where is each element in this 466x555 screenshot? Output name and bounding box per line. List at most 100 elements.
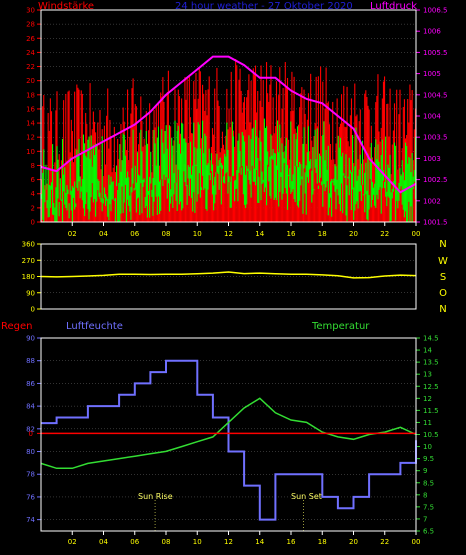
wind-gust-bar bbox=[326, 103, 328, 222]
wind-gust-bar bbox=[41, 179, 43, 222]
wind-gust-bar bbox=[104, 164, 107, 222]
temperature-tick-label: 12.5 bbox=[423, 383, 439, 391]
wind-speed-bar bbox=[117, 190, 119, 222]
wind-gust-bar bbox=[186, 77, 188, 222]
wind-gust-bar bbox=[130, 113, 132, 222]
wind-speed-bar bbox=[273, 152, 275, 200]
wind-gust-bar bbox=[53, 169, 55, 222]
wind-speed-bar bbox=[391, 188, 393, 199]
wind-speed-bar bbox=[230, 176, 232, 208]
wind-gust-bar bbox=[60, 160, 62, 222]
wind-gust-bar bbox=[361, 148, 364, 222]
direction-label-o: O bbox=[439, 288, 447, 299]
wind-speed-bar bbox=[295, 139, 297, 167]
humidity-line bbox=[41, 359, 417, 521]
wind-tick-label: 6 bbox=[31, 176, 36, 184]
wind-speed-bar bbox=[249, 170, 251, 185]
wind-gust-bar bbox=[262, 80, 264, 222]
wind-speed-bar bbox=[124, 155, 126, 185]
wind-speed-bar bbox=[85, 155, 87, 205]
temperature-tick-label: 7 bbox=[423, 515, 427, 523]
wind-tick-label: 8 bbox=[31, 162, 35, 170]
pressure-tick-label: 1005.5 bbox=[423, 49, 448, 57]
wind-speed-bar bbox=[359, 154, 361, 192]
wind-gust-bar bbox=[81, 93, 83, 222]
humidity-axis-title: Luftfeuchte bbox=[66, 321, 123, 332]
wind-speed-bar bbox=[90, 135, 92, 198]
direction-tick-label: 180 bbox=[22, 273, 35, 281]
wind-speed-bar bbox=[47, 167, 49, 218]
wind-gust-bar bbox=[216, 67, 218, 223]
wind-speed-bar bbox=[317, 185, 319, 189]
wind-gust-bar bbox=[167, 70, 169, 222]
wind-gust-bar bbox=[235, 59, 237, 222]
wind-speed-bar bbox=[50, 182, 53, 190]
wind-speed-bar bbox=[260, 141, 262, 201]
wind-speed-bar bbox=[57, 159, 59, 199]
wind-speed-bar bbox=[376, 159, 378, 195]
bottom-x-tick-label: 08 bbox=[162, 538, 171, 546]
wind-speed-bar bbox=[183, 138, 185, 172]
wind-gust-bar bbox=[403, 99, 405, 222]
wind-gust-bar bbox=[155, 105, 157, 222]
wind-speed-bar bbox=[243, 141, 246, 205]
wind-speed-bar bbox=[358, 169, 360, 192]
wind-gust-bar bbox=[384, 76, 386, 223]
wind-speed-bar bbox=[352, 135, 354, 190]
wind-gust-bar bbox=[229, 127, 231, 222]
temperature-line bbox=[40, 397, 417, 470]
wind-speed-bar bbox=[227, 150, 229, 194]
wind-speed-bar bbox=[356, 180, 358, 202]
wind-speed-bar bbox=[206, 165, 208, 211]
wind-speed-bar bbox=[307, 126, 310, 183]
wind-speed-bar bbox=[294, 166, 296, 203]
wind-gust-bar bbox=[134, 104, 136, 222]
wind-speed-bar bbox=[167, 178, 169, 184]
top-chart-title: 24 hour weather - 27 Oktober 2020 bbox=[175, 1, 353, 12]
wind-speed-bar bbox=[49, 185, 51, 208]
wind-speed-bar bbox=[353, 187, 355, 220]
wind-speed-bar bbox=[218, 160, 220, 190]
wind-speed-bar bbox=[291, 181, 293, 192]
wind-speed-bar bbox=[52, 144, 54, 215]
wind-gust-bar bbox=[366, 97, 368, 222]
wind-gust-bar bbox=[109, 119, 111, 222]
temperature-tick-label: 13.5 bbox=[423, 359, 439, 367]
wind-tick-label: 26 bbox=[26, 35, 35, 43]
wind-speed-bar bbox=[235, 179, 237, 190]
wind-gust-bar bbox=[107, 88, 109, 223]
wind-gust-bar bbox=[222, 144, 225, 222]
wind-speed-bar bbox=[114, 197, 116, 222]
wind-speed-bar bbox=[211, 164, 214, 195]
wind-speed-bar bbox=[120, 171, 122, 214]
wind-speed-bar bbox=[242, 135, 244, 195]
wind-gust-bar bbox=[333, 159, 335, 222]
wind-speed-bar bbox=[101, 136, 103, 212]
wind-speed-bar bbox=[262, 179, 264, 183]
wind-speed-bar bbox=[181, 122, 183, 211]
wind-gust-bar bbox=[113, 126, 115, 222]
temperature-tick-label: 9.5 bbox=[423, 455, 434, 463]
wind-gust-bar bbox=[365, 90, 367, 222]
pressure-tick-label: 1003.5 bbox=[423, 134, 448, 142]
wind-gust-bar bbox=[309, 151, 311, 222]
wind-speed-bar bbox=[284, 145, 286, 189]
wind-speed-bar bbox=[375, 139, 377, 208]
wind-speed-bar bbox=[154, 143, 156, 186]
bottom-x-tick-label: 18 bbox=[318, 538, 327, 546]
wind-speed-bar bbox=[150, 151, 152, 184]
top-x-tick-label: 00 bbox=[412, 230, 421, 238]
wind-gust-bar bbox=[247, 90, 249, 222]
wind-speed-bar bbox=[75, 203, 77, 207]
wind-gust-bar bbox=[65, 93, 67, 223]
wind-gust-bar bbox=[315, 76, 317, 222]
wind-gust-bar bbox=[269, 84, 271, 222]
temperature-tick-label: 8 bbox=[423, 491, 427, 499]
temperature-tick-label: 11.5 bbox=[423, 407, 439, 415]
wind-speed-bar bbox=[252, 127, 254, 182]
wind-speed-bar bbox=[97, 179, 99, 191]
wind-speed-bar bbox=[386, 191, 388, 207]
wind-gust-bar bbox=[58, 154, 60, 222]
wind-gust-bar bbox=[97, 122, 99, 222]
wind-speed-bar bbox=[292, 174, 294, 190]
